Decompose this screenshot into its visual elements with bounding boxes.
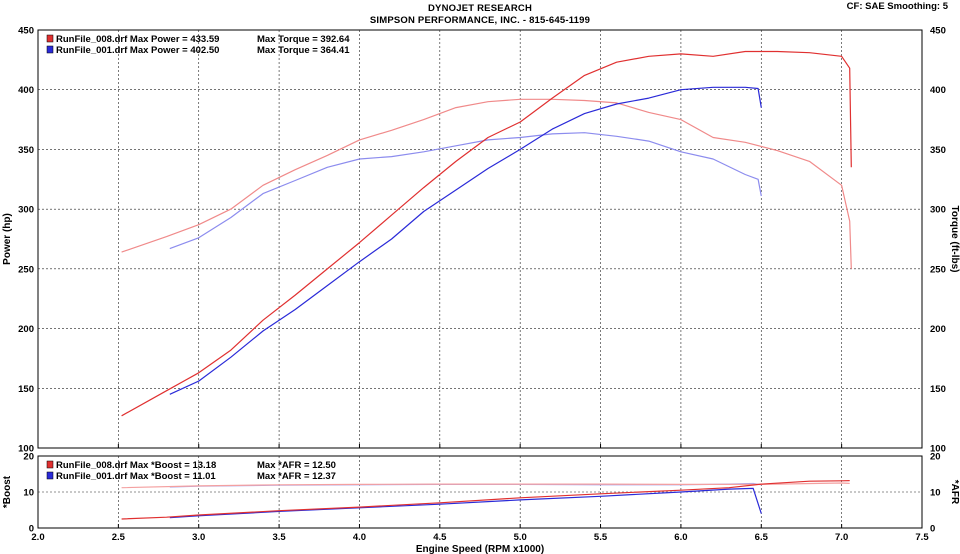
bottom-boost-line-runfile-001-drf [169, 487, 762, 519]
bottom-boost-line-runfile-008-drf [121, 480, 850, 520]
main-torque-line-runfile-008-drf [121, 98, 852, 269]
main-y-tick-label: 150 [18, 384, 34, 395]
bottom-y-tick-label: 20 [23, 452, 34, 463]
main-y-right-tick-label: 450 [930, 26, 946, 37]
main-plot-frame [37, 29, 923, 449]
main-y-right-tick-label: 400 [930, 85, 946, 96]
main-y-right-tick-label: 250 [930, 264, 946, 275]
bottom-legend-entry: RunFile_008.drf Max *Boost = 13.18 [56, 460, 216, 471]
main-legend-entry: RunFile_008.drf Max Power = 433.59 [56, 34, 219, 45]
main-legend-entry-secondary: Max Torque = 392.64 [257, 34, 350, 45]
x-tick-label: 3.0 [192, 532, 205, 543]
main-legend-entry: RunFile_001.drf Max Power = 402.50 [56, 45, 219, 56]
chart-header: DYNOJET RESEARCH SIMPSON PERFORMANCE, IN… [0, 0, 960, 28]
bottom-legend-entry-secondary: Max *AFR = 12.37 [257, 471, 336, 482]
bottom-y-tick-label: 10 [23, 488, 34, 499]
main-y-right-tick-label: 150 [930, 384, 946, 395]
bottom-y-tick-label: 0 [29, 524, 34, 535]
bottom-y-axis-label: *Boost [2, 475, 13, 508]
x-tick-label: 7.0 [835, 532, 848, 543]
bottom-legend-swatch [46, 471, 54, 480]
main-y-tick-label: 450 [18, 26, 34, 37]
main-y-tick-label: 200 [18, 324, 34, 335]
chart-title: DYNOJET RESEARCH [427, 3, 533, 14]
bottom-legend-swatch [46, 460, 54, 469]
x-tick-label: 3.5 [272, 532, 286, 543]
x-tick-label: 2.5 [112, 532, 126, 543]
main-legend-swatch [46, 34, 54, 43]
main-y-right-tick-label: 100 [930, 444, 946, 455]
bottom-y-right-tick-label: 20 [930, 452, 941, 463]
bottom-y-right-axis-label: *AFR [949, 480, 960, 505]
main-legend-swatch [46, 45, 54, 54]
main-y-tick-label: 400 [18, 85, 34, 96]
x-tick-label: 4.0 [353, 532, 366, 543]
bottom-y-right-tick-label: 10 [930, 488, 941, 499]
bottom-legend-entry-secondary: Max *AFR = 12.50 [257, 460, 336, 471]
main-y-axis-label: Power (hp) [2, 213, 13, 265]
main-y-right-tick-label: 350 [930, 145, 946, 156]
main-y-right-tick-label: 300 [930, 205, 946, 216]
main-y-right-axis-label: Torque (ft-lbs) [949, 205, 960, 272]
correction-smoothing-info: CF: SAE Smoothing: 5 [846, 1, 948, 12]
bottom-legend-entry: RunFile_001.drf Max *Boost = 11.01 [56, 471, 216, 482]
x-tick-label: 7.5 [915, 532, 929, 543]
main-y-tick-label: 350 [18, 145, 34, 156]
bottom-y-right-tick-label: 0 [930, 524, 935, 535]
main-y-tick-label: 300 [18, 205, 34, 216]
x-axis-label: Engine Speed (RPM x1000) [416, 544, 544, 554]
main-legend-entry-secondary: Max Torque = 364.41 [257, 45, 350, 56]
bottom-afr-line-runfile-008-drf [121, 482, 850, 489]
main-torque-line-runfile-001-drf [169, 132, 762, 250]
x-tick-label: 4.5 [433, 532, 447, 543]
x-tick-label: 2.0 [31, 532, 44, 543]
x-tick-label: 6.0 [674, 532, 687, 543]
main-y-tick-label: 250 [18, 264, 34, 275]
main-y-tick-label: 100 [18, 444, 34, 455]
x-tick-label: 6.5 [755, 532, 769, 543]
x-tick-label: 5.5 [594, 532, 608, 543]
x-tick-label: 5.0 [514, 532, 527, 543]
chart-subtitle: SIMPSON PERFORMANCE, INC. - 815-645-1199 [369, 15, 591, 26]
main-y-right-tick-label: 200 [930, 324, 946, 335]
main-power-line-runfile-008-drf [121, 50, 852, 417]
main-power-line-runfile-001-drf [169, 86, 762, 395]
